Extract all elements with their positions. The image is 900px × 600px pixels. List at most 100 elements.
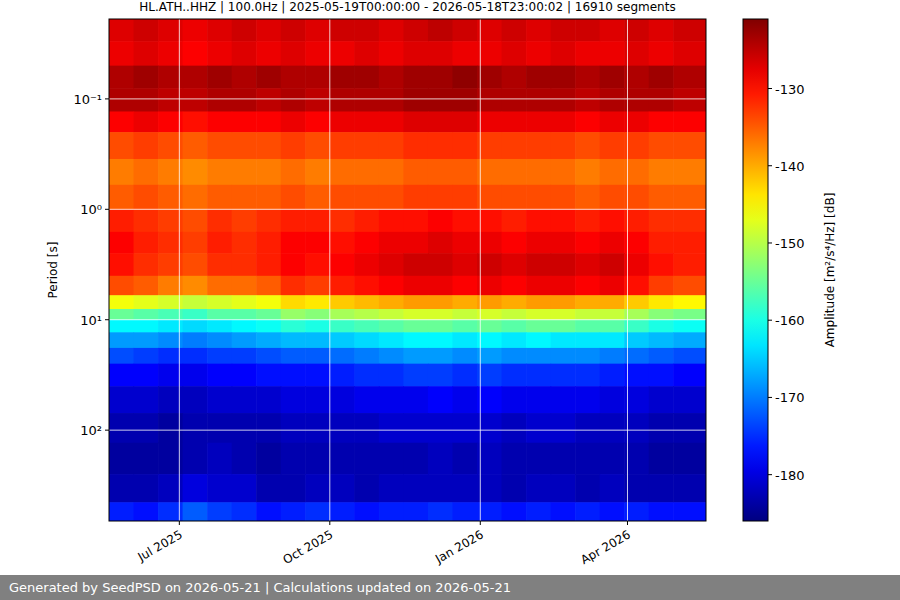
cell [575, 502, 600, 521]
cell [379, 364, 404, 387]
cell [256, 386, 281, 413]
cell [649, 309, 674, 320]
cell [452, 295, 477, 309]
cell [232, 111, 257, 132]
footer: Generated by SeedPSD on 2026-05-21 | Cal… [9, 580, 511, 595]
colorbar-tick-label: -160 [775, 313, 805, 328]
cell [183, 386, 208, 413]
cell [134, 19, 159, 42]
cell [575, 332, 600, 348]
cell [575, 88, 600, 112]
cell [624, 209, 649, 232]
cell [551, 132, 576, 159]
cell [232, 443, 257, 475]
cell [183, 320, 208, 333]
cell [526, 474, 551, 503]
cell [109, 332, 134, 348]
chart: Jul 2025Oct 2025Jan 2026Apr 202610⁻¹10⁰1… [0, 0, 900, 600]
cell [673, 386, 706, 413]
cell [330, 66, 355, 89]
cell [673, 502, 706, 521]
cell [624, 88, 649, 112]
cell [526, 386, 551, 413]
cell [600, 332, 625, 348]
cell [134, 66, 159, 89]
cell [379, 309, 404, 320]
cell [256, 185, 281, 210]
grid-line [179, 19, 180, 521]
y-tick-label: 10¹ [80, 313, 102, 328]
cell [428, 295, 453, 309]
colorbar-tick [768, 320, 772, 321]
cell [232, 309, 257, 320]
cell [109, 232, 134, 254]
cell [379, 66, 404, 89]
cell [305, 386, 330, 413]
cell [624, 502, 649, 521]
cell [673, 332, 706, 348]
colorbar-title: Amplitude [m²/s⁴/Hz] [dB] [823, 193, 837, 348]
cell [403, 309, 428, 320]
cell [403, 159, 428, 185]
cell [379, 159, 404, 185]
cell [379, 232, 404, 254]
cell [207, 474, 232, 503]
cell [109, 502, 134, 521]
cell [330, 209, 355, 232]
cell [330, 295, 355, 309]
cell [673, 209, 706, 232]
cell [673, 66, 706, 89]
cell [551, 276, 576, 296]
cell [232, 386, 257, 413]
cell [526, 276, 551, 296]
cell [551, 185, 576, 210]
cell [281, 111, 306, 132]
cell [207, 502, 232, 521]
cell [305, 295, 330, 309]
cell [600, 364, 625, 387]
cell [134, 111, 159, 132]
cell [256, 41, 281, 66]
cell [428, 364, 453, 387]
cell [330, 185, 355, 210]
cell [109, 474, 134, 503]
cell [232, 364, 257, 387]
cell [281, 364, 306, 387]
cell [354, 253, 379, 276]
cell [649, 88, 674, 112]
cell [134, 253, 159, 276]
cell [109, 41, 134, 66]
cell [379, 41, 404, 66]
cell [526, 443, 551, 475]
cell [183, 88, 208, 112]
cell [403, 502, 428, 521]
cell [624, 364, 649, 387]
cell [452, 88, 477, 112]
cell [477, 253, 502, 276]
cell [281, 209, 306, 232]
cell [575, 386, 600, 413]
cell [428, 276, 453, 296]
cell [600, 19, 625, 42]
cell [354, 474, 379, 503]
cell [551, 159, 576, 185]
cell [502, 364, 527, 387]
cell [183, 209, 208, 232]
cell [134, 132, 159, 159]
cell [232, 41, 257, 66]
cell [452, 209, 477, 232]
cell [649, 111, 674, 132]
cell [624, 443, 649, 475]
cell [526, 309, 551, 320]
cell [649, 232, 674, 254]
cell [600, 443, 625, 475]
cell [330, 443, 355, 475]
cell [207, 132, 232, 159]
cell [134, 364, 159, 387]
cell [330, 364, 355, 387]
cell [649, 443, 674, 475]
colorbar-tick-label: -180 [775, 468, 805, 483]
cell [502, 159, 527, 185]
cell [673, 253, 706, 276]
cell [600, 386, 625, 413]
